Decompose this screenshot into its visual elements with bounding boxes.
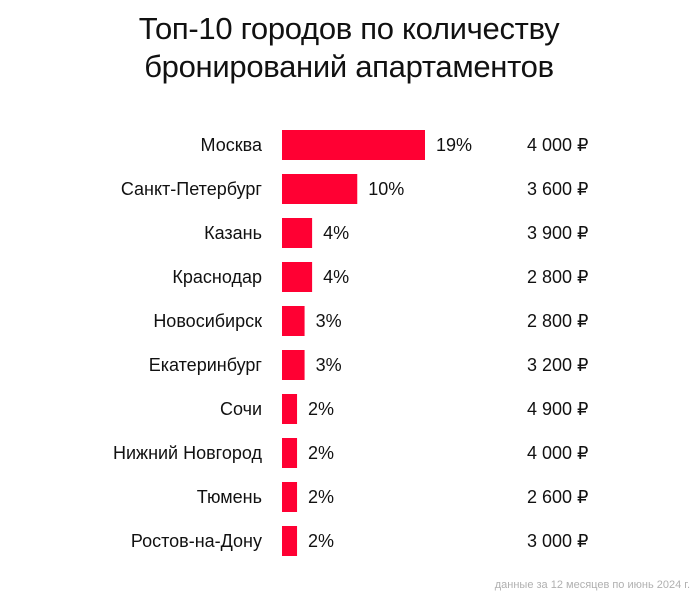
value-label: 3% (316, 311, 342, 331)
data-source-footnote: данные за 12 месяцев по июнь 2024 г. (494, 579, 690, 591)
bar (282, 394, 298, 424)
price-label: 2 600 ₽ (527, 487, 589, 507)
category-label: Москва (201, 135, 263, 155)
bar (282, 130, 425, 160)
price-label: 3 000 ₽ (527, 531, 589, 551)
price-label: 2 800 ₽ (527, 267, 589, 287)
value-label: 2% (308, 443, 334, 463)
category-label: Казань (204, 223, 262, 243)
value-label: 4% (323, 267, 349, 287)
price-label: 4 900 ₽ (527, 399, 589, 419)
category-label: Новосибирск (153, 311, 262, 331)
price-label: 3 600 ₽ (527, 179, 589, 199)
chart-title-line-2: бронирований апартаментов (144, 49, 554, 84)
value-label: 4% (323, 223, 349, 243)
bar (282, 218, 313, 248)
category-label: Санкт-Петербург (121, 179, 263, 199)
bar (282, 482, 298, 512)
chart-title: Топ-10 городов по количеству бронировани… (0, 10, 698, 86)
value-label: 10% (368, 179, 404, 199)
price-label: 3 900 ₽ (527, 223, 589, 243)
category-label: Ростов-на-Дону (131, 531, 262, 551)
category-label: Екатеринбург (149, 355, 263, 375)
category-label: Сочи (220, 399, 262, 419)
price-label: 3 200 ₽ (527, 355, 589, 375)
value-label: 2% (308, 399, 334, 419)
price-label: 2 800 ₽ (527, 311, 589, 331)
bar (282, 262, 313, 292)
chart-title-line-1: Топ-10 городов по количеству (138, 11, 560, 46)
value-label: 2% (308, 531, 334, 551)
value-label: 3% (316, 355, 342, 375)
value-label: 2% (308, 487, 334, 507)
price-label: 4 000 ₽ (527, 443, 589, 463)
price-label: 4 000 ₽ (527, 135, 589, 155)
bar (282, 526, 298, 556)
bar (282, 438, 298, 468)
bar (282, 350, 305, 380)
category-label: Тюмень (197, 487, 262, 507)
bar (282, 306, 305, 336)
bar (282, 174, 358, 204)
value-label: 19% (436, 135, 472, 155)
category-label: Краснодар (172, 267, 262, 287)
category-label: Нижний Новгород (113, 443, 263, 463)
